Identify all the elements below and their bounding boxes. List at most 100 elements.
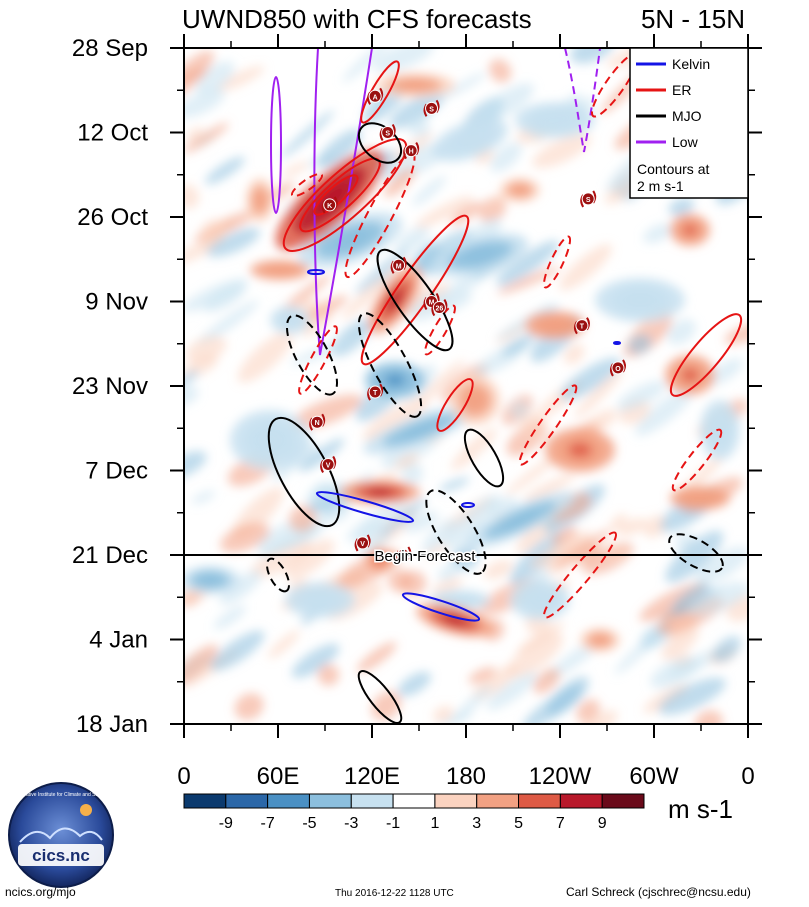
shade-patch [383,167,416,198]
cics-logo: cics.nc Cooperative Institute for Climat… [8,782,114,888]
shade-patch [204,283,247,313]
shade-core [530,593,550,607]
shade-core [442,614,468,626]
colorbar-swatch [183,793,227,809]
shade-patch [289,338,355,366]
x-tick-label: 120E [344,763,400,790]
shade-patch [195,61,235,95]
footer-timestamp: Thu 2016-12-22 1128 UTC [335,888,454,899]
er-contour [542,235,572,289]
shade-core [256,430,284,450]
shade-patch [705,358,743,386]
shade-patch [501,332,536,357]
shade-patch [250,539,312,578]
storm-marker: T [573,317,590,335]
shade-patch [362,398,428,441]
shade-patch [404,511,439,533]
shade-patch [668,197,695,217]
shade-patch [184,386,199,406]
colorbar-swatch [476,793,520,809]
shade-core [401,421,439,439]
low-contour [270,76,282,214]
storm-dot [432,301,446,315]
shade-patch [191,490,216,504]
shade-patch [257,527,321,559]
shade-patch [563,343,585,365]
mjo-contour [357,312,423,418]
shade-patch [431,577,463,594]
footer-credit: Carl Schreck (cjschrec@ncsu.edu) [566,885,751,899]
storm-marker: O [609,359,626,377]
storm-dot [323,198,337,212]
er-contour [282,138,408,252]
kelvin-contour [461,502,475,508]
shade-patch [628,333,652,355]
storm-dot [392,258,406,272]
shade-patch [317,128,362,169]
storm-label: S [385,131,390,138]
shade-core [386,288,404,312]
shade-patch [712,636,742,663]
colorbar-tick-label: 7 [556,815,565,832]
kelvin-contour [307,269,325,275]
storm-label: A [373,94,378,101]
wind-shading [184,48,748,724]
shade-patch [381,497,428,537]
shade-core [366,488,394,496]
shade-patch [437,563,460,581]
y-axis: 28 Sep 12 Oct 26 Oct 9 Nov 23 Nov 7 Dec 21 Dec… [72,35,762,738]
shade-patch [184,88,225,118]
kelvin-contour [401,592,481,622]
colorbar-tick-label: 5 [514,815,523,832]
shade-patch [206,227,261,258]
colorbar-tick-label: 1 [430,815,439,832]
contour-note-line1: Contours at [637,161,709,177]
shade-patch [280,110,335,159]
storm-label: T [373,390,378,397]
shade-core [463,247,497,263]
shade-patch [389,90,446,129]
colorbar-swatch [308,793,352,809]
storm-dot [321,457,335,471]
storm-marker: A [367,87,384,105]
shade-patch [497,266,561,295]
storm-label: H [409,149,414,156]
colorbar: -9 -7 -5 -3 -1 1 3 5 7 9 [183,793,645,832]
shade-patch [415,195,473,229]
shade-core [450,596,470,604]
shade-patch [609,545,628,563]
storm-label: 08 [399,553,407,560]
mjo-contour [357,670,403,724]
colorbar-swatch [434,793,478,809]
legend-label: Low [672,134,699,150]
shade-patch [658,677,726,715]
storm-label: M [396,263,402,270]
kelvin-contour [613,341,621,345]
shade-patch [479,83,534,123]
er-contour [424,304,456,356]
mjo-contour [376,248,454,352]
storm-marker: H [403,142,420,160]
shade-patch [415,359,465,408]
forecast-contours [265,48,743,724]
shade-patch [317,664,340,686]
shade-patch [388,568,412,593]
shade-patch [397,671,432,697]
shade-layer [184,48,748,724]
storm-dot [425,101,439,115]
er-contour [436,378,474,432]
shade-core [457,132,483,148]
shade-patch [444,494,500,549]
shade-patch [576,699,600,723]
legend-label: Kelvin [672,56,710,72]
footer-url: ncics.org/mjo [5,885,76,899]
storm-marker: V [320,455,337,474]
shade-patch [533,668,561,694]
shade-core [545,320,565,330]
shade-patch [439,477,470,492]
shade-patch [185,336,227,363]
shade-patch [507,632,564,678]
low-contour [564,48,601,153]
